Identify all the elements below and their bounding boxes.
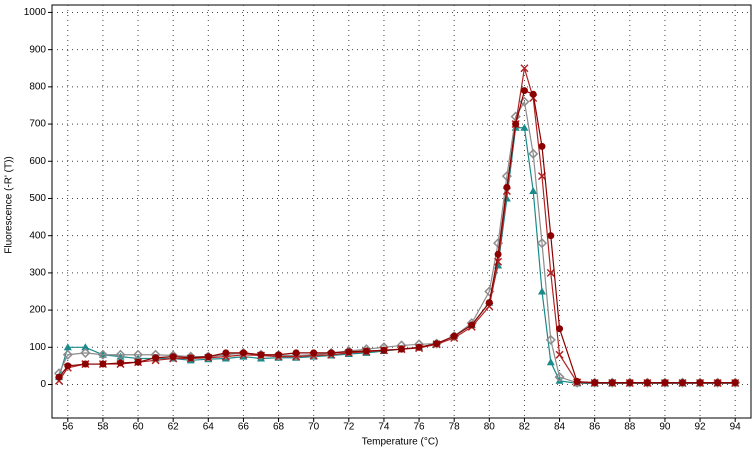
data-point — [573, 378, 581, 386]
data-point — [380, 346, 388, 354]
data-point — [433, 340, 441, 348]
x-tick-label: 84 — [554, 422, 566, 433]
x-tick-label: 94 — [730, 422, 742, 433]
data-point — [696, 379, 704, 387]
data-point — [520, 123, 529, 131]
x-tick-label: 74 — [378, 422, 390, 433]
data-point — [116, 352, 125, 360]
y-tick-label: 400 — [29, 230, 46, 241]
data-point — [327, 349, 335, 357]
data-point — [608, 379, 616, 387]
data-point — [643, 379, 651, 387]
data-point — [468, 321, 476, 329]
data-point — [345, 348, 353, 356]
data-point — [80, 347, 91, 358]
data-point — [556, 325, 564, 333]
x-tick-label: 80 — [484, 422, 496, 433]
data-point — [81, 343, 90, 351]
y-tick-label: 900 — [29, 44, 46, 55]
x-tick-label: 66 — [238, 422, 250, 433]
data-point — [661, 379, 669, 387]
data-point — [169, 353, 177, 361]
y-tick-label: 700 — [29, 119, 46, 130]
x-tick-label: 92 — [695, 422, 707, 433]
y-tick-label: 600 — [29, 156, 46, 167]
x-tick-label: 58 — [97, 422, 109, 433]
x-tick-label: 68 — [273, 422, 285, 433]
data-point — [554, 372, 565, 383]
series — [55, 87, 739, 387]
y-tick-label: 0 — [40, 379, 46, 390]
y-tick-label: 200 — [29, 305, 46, 316]
data-point — [494, 250, 502, 258]
x-tick-label: 86 — [589, 422, 601, 433]
x-tick-label: 56 — [62, 422, 74, 433]
data-point — [115, 349, 126, 360]
data-point — [536, 238, 548, 249]
data-point — [555, 350, 564, 359]
data-point — [538, 142, 546, 150]
data-point — [591, 379, 599, 387]
x-tick-label: 88 — [624, 422, 636, 433]
y-tick-label: 100 — [29, 342, 46, 353]
data-point — [503, 183, 511, 191]
data-point — [545, 334, 556, 345]
data-point — [152, 354, 160, 362]
x-tick-label: 62 — [168, 422, 180, 433]
data-point — [62, 349, 73, 360]
data-point — [292, 349, 300, 357]
data-point — [97, 349, 108, 360]
x-tick-label: 82 — [519, 422, 531, 433]
data-point — [55, 373, 63, 381]
data-point — [731, 379, 739, 387]
x-tick-label: 90 — [659, 422, 671, 433]
data-point — [275, 351, 283, 359]
data-point — [64, 362, 72, 370]
data-point — [204, 353, 212, 361]
x-tick-label: 60 — [132, 422, 144, 433]
data-point — [714, 379, 722, 387]
x-tick-label: 64 — [203, 422, 215, 433]
data-point — [626, 379, 634, 387]
data-point — [398, 345, 405, 353]
x-tick-label: 70 — [308, 422, 320, 433]
x-axis-label: Temperature (°C) — [362, 437, 439, 448]
data-point — [310, 349, 318, 357]
x-tick-label: 78 — [449, 422, 461, 433]
y-tick-label: 1000 — [24, 7, 47, 18]
data-point — [512, 120, 520, 128]
data-point — [187, 354, 195, 362]
data-point — [362, 347, 370, 355]
data-point — [529, 187, 538, 195]
x-tick-label: 72 — [343, 422, 355, 433]
data-point — [134, 358, 142, 366]
data-point — [529, 90, 537, 98]
data-point — [547, 232, 555, 240]
y-axis-label: Fluorescence (-R' (T)) — [4, 156, 15, 253]
data-point — [546, 358, 555, 366]
data-point — [485, 299, 493, 307]
y-tick-label: 300 — [29, 268, 46, 279]
data-point — [99, 360, 107, 368]
data-point — [63, 343, 72, 351]
data-point — [415, 343, 423, 351]
data-point — [239, 349, 247, 357]
data-point — [116, 359, 124, 367]
data-point — [520, 87, 528, 95]
data-point — [520, 64, 529, 73]
data-point — [679, 379, 687, 387]
data-point — [450, 332, 458, 340]
data-point — [538, 287, 547, 295]
data-point — [81, 360, 89, 368]
data-point — [257, 351, 265, 359]
data-point — [222, 349, 230, 357]
y-tick-label: 500 — [29, 193, 46, 204]
data-point — [528, 148, 539, 159]
y-tick-label: 800 — [29, 81, 46, 92]
data-point — [546, 268, 555, 277]
x-tick-label: 76 — [414, 422, 426, 433]
